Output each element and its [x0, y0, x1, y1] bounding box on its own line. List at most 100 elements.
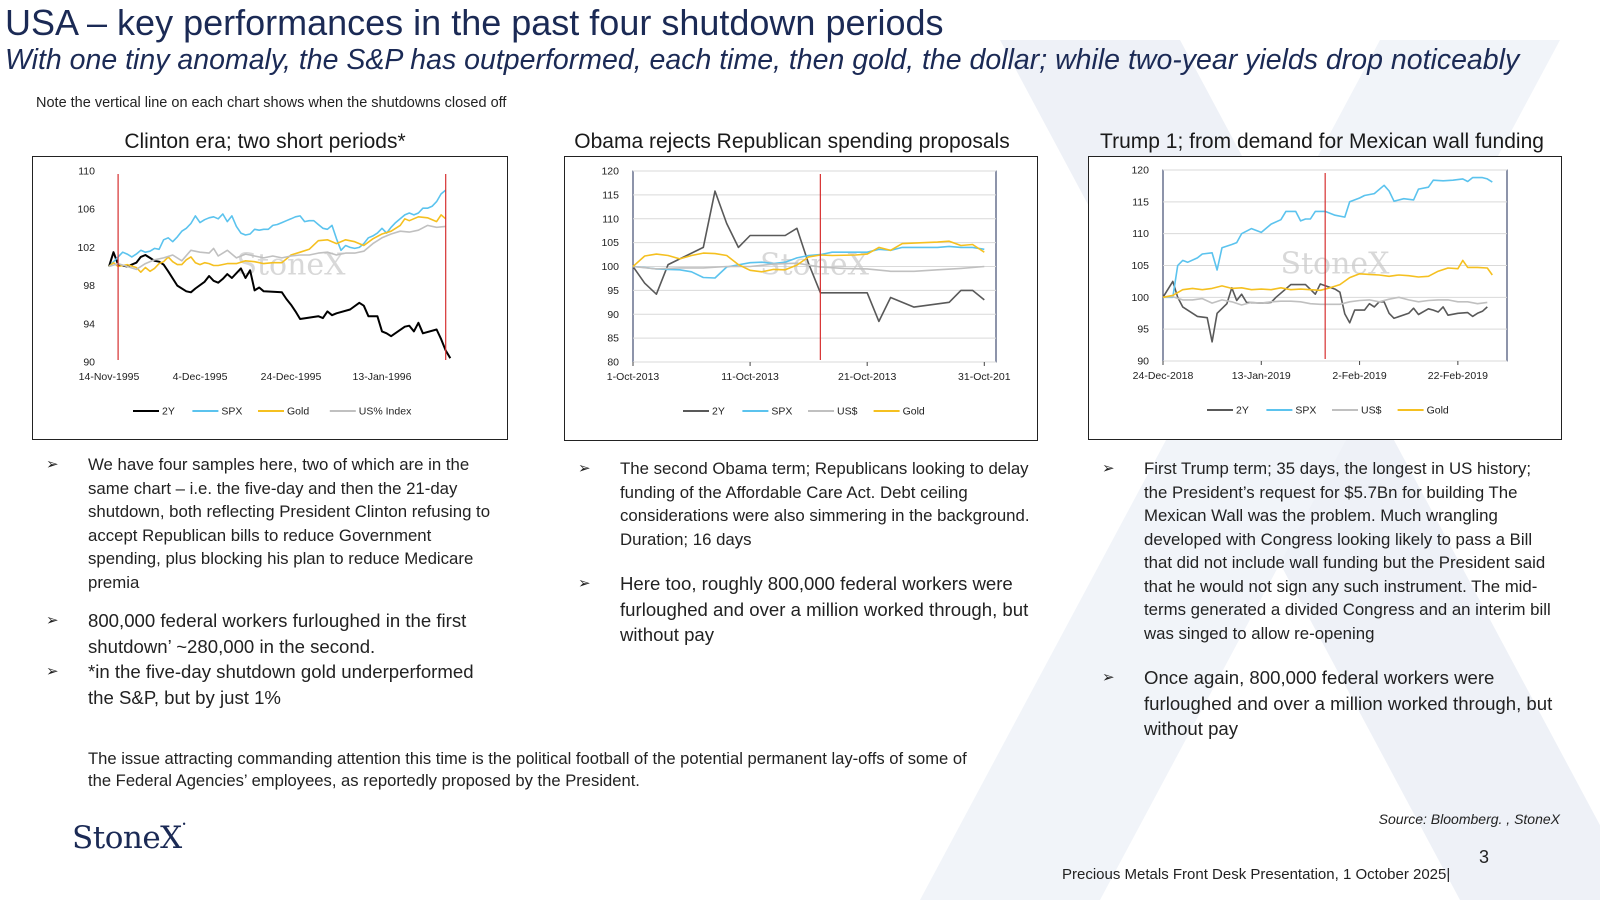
arrow-bullet-icon: ➢	[578, 460, 591, 477]
y-tick-label: 98	[83, 280, 95, 292]
y-tick-label: 115	[1132, 196, 1149, 208]
page-subtitle: With one tiny anomaly, the S&P has outpe…	[5, 44, 1520, 76]
y-tick-label: 100	[601, 261, 619, 273]
bullet-item: ➢ *in the five-day shutdown gold underpe…	[32, 659, 502, 710]
legend-label: SPX	[221, 406, 242, 418]
x-tick-label: 21-Oct-2013	[838, 371, 897, 383]
bullet-text: Here too, roughly 800,000 federal worker…	[620, 573, 1029, 645]
bullet-item: ➢ 800,000 federal workers furloughed in …	[32, 608, 502, 659]
footer-text: Precious Metals Front Desk Presentation,…	[1062, 866, 1451, 883]
y-tick-label: 95	[1137, 324, 1149, 336]
bullets-trump: ➢ First Trump term; 35 days, the longest…	[1088, 457, 1558, 742]
bullet-text: First Trump term; 35 days, the longest i…	[1144, 459, 1551, 643]
logo-text: StoneX	[72, 820, 182, 856]
y-tick-label: 105	[601, 237, 619, 249]
x-tick-label: 31-Oct-201	[958, 371, 1011, 383]
legend-label: SPX	[1295, 405, 1316, 417]
y-tick-label: 120	[601, 166, 619, 178]
chart-note: Note the vertical line on each chart sho…	[36, 95, 507, 111]
chart-obama-svg: 80 85 90 95 100 105 110 115 120 1-Oct-2013 11-Oct-…	[601, 166, 1011, 418]
bullet-item: ➢ First Trump term; 35 days, the longest…	[1088, 457, 1558, 645]
stonex-watermark: StoneX	[1280, 247, 1390, 282]
y-tick-label: 115	[602, 189, 619, 201]
series-line-gold	[632, 240, 985, 273]
y-tick-label: 110	[602, 213, 619, 225]
series-line-2y	[632, 190, 985, 323]
legend-label: 2Y	[162, 406, 175, 418]
x-tick-label: 11-Oct-2013	[721, 371, 779, 383]
chart-trump: 90 95 100 105 110 115 120 24-Dec-2018 13-Jan-201…	[1088, 156, 1562, 440]
series-line-us-index	[108, 224, 446, 271]
arrow-bullet-icon: ➢	[578, 575, 591, 592]
series-line-gold	[1162, 259, 1493, 299]
legend-label: Gold	[287, 406, 309, 418]
stonex-watermark: StoneX	[760, 248, 870, 283]
chart-title-trump: Trump 1; from demand for Mexican wall fu…	[1100, 130, 1544, 153]
x-tick-label: 1-Oct-2013	[607, 371, 660, 383]
legend-label: US$	[837, 406, 858, 418]
series-line-spx	[632, 245, 985, 279]
y-tick-label: 110	[78, 166, 95, 178]
arrow-bullet-icon: ➢	[46, 456, 59, 473]
page-number: 3	[1479, 847, 1490, 867]
bullets-obama: ➢ The second Obama term; Republicans loo…	[564, 457, 1034, 648]
bullet-text: The second Obama term; Republicans looki…	[620, 459, 1030, 549]
x-tick-label: 13-Jan-1996	[353, 371, 412, 383]
y-tick-label: 120	[1131, 165, 1149, 177]
bullet-item: ➢ Once again, 800,000 federal workers we…	[1088, 665, 1558, 742]
y-tick-label: 105	[1131, 260, 1149, 272]
series-line-spx	[108, 189, 447, 268]
legend-label: US% Index	[359, 406, 412, 418]
series-line-spx	[1163, 176, 1493, 299]
page-title: USA – key performances in the past four …	[5, 2, 944, 43]
bullet-text: Once again, 800,000 federal workers were…	[1144, 667, 1553, 739]
legend-label: 2Y	[712, 406, 725, 418]
arrow-bullet-icon: ➢	[46, 663, 59, 680]
legend-label: Gold	[903, 406, 925, 418]
y-tick-label: 95	[607, 285, 619, 297]
chart-trump-svg: 90 95 100 105 110 115 120 24-Dec-2018 13-Jan-201…	[1131, 165, 1508, 417]
bullet-text: *in the five-day shutdown gold underperf…	[88, 661, 474, 708]
legend-label: US$	[1361, 405, 1382, 417]
bullet-item: ➢ The second Obama term; Republicans loo…	[564, 457, 1034, 551]
x-tick-label: 2-Feb-2019	[1332, 370, 1386, 382]
stonex-logo: StoneX•	[72, 820, 186, 856]
x-tick-label: 14-Nov-1995	[79, 371, 140, 383]
x-tick-label: 4-Dec-1995	[173, 371, 228, 383]
y-tick-label: 102	[77, 242, 95, 254]
y-tick-label: 80	[607, 357, 619, 369]
bullet-text: 800,000 federal workers furloughed in th…	[88, 610, 467, 657]
y-tick-label: 85	[607, 333, 619, 345]
x-tick-label: 24-Dec-2018	[1133, 370, 1194, 382]
y-tick-label: 90	[1137, 356, 1149, 368]
y-tick-label: 90	[607, 309, 619, 321]
chart-clinton-svg: 90 94 98 102 106 110 14-Nov-1995 4-Dec-1995 24-D…	[77, 166, 452, 418]
x-tick-label: 13-Jan-2019	[1232, 370, 1291, 382]
chart-clinton: 90 94 98 102 106 110 14-Nov-1995 4-Dec-1995 24-D…	[32, 156, 508, 440]
legend-label: 2Y	[1236, 405, 1249, 417]
chart-title-obama: Obama rejects Republican spending propos…	[574, 130, 1010, 153]
legend-label: SPX	[771, 406, 792, 418]
bullet-text: We have four samples here, two of which …	[88, 455, 491, 592]
y-tick-label: 90	[83, 357, 95, 369]
series-line-us-	[632, 262, 985, 273]
arrow-bullet-icon: ➢	[46, 612, 59, 629]
arrow-bullet-icon: ➢	[1102, 669, 1115, 686]
y-tick-label: 100	[1131, 292, 1149, 304]
legend-label: Gold	[1427, 405, 1449, 417]
chart-title-clinton: Clinton era; two short periods*	[124, 130, 406, 153]
bullet-item: ➢ We have four samples here, two of whic…	[32, 453, 502, 594]
series-line-2y	[1162, 280, 1488, 343]
source-note: Source: Bloomberg. , StoneX	[1378, 811, 1560, 827]
x-tick-label: 22-Feb-2019	[1428, 370, 1488, 382]
y-tick-label: 110	[1132, 228, 1149, 240]
chart-obama: 80 85 90 95 100 105 110 115 120 1-Oct-2013 11-Oct-…	[564, 156, 1038, 441]
series-line-gold	[108, 214, 447, 273]
bullet-item: ➢ Here too, roughly 800,000 federal work…	[564, 571, 1034, 648]
stonex-watermark: StoneX	[236, 248, 346, 283]
y-tick-label: 94	[83, 318, 95, 330]
arrow-bullet-icon: ➢	[1102, 460, 1115, 477]
y-tick-label: 106	[77, 204, 95, 216]
closing-paragraph: The issue attracting commanding attentio…	[88, 749, 967, 790]
bullets-clinton: ➢ We have four samples here, two of whic…	[32, 453, 502, 710]
